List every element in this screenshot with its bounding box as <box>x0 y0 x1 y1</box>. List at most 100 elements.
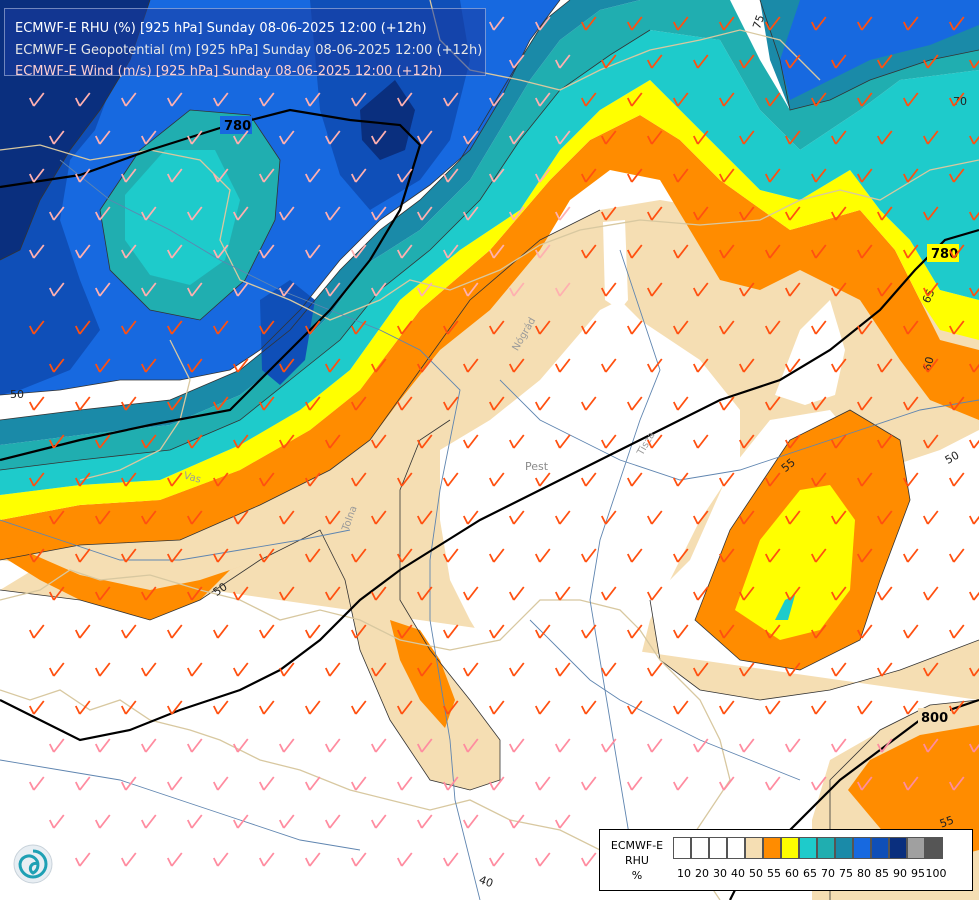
wind-barb <box>416 662 433 677</box>
wind-barb <box>830 358 847 373</box>
wind-barb <box>120 548 137 563</box>
wind-barb <box>120 472 137 487</box>
wind-barb <box>876 434 893 449</box>
wind-barb <box>810 16 827 31</box>
rhu-40-spot <box>775 300 845 405</box>
wind-barb <box>830 206 847 221</box>
legend-swatch <box>799 837 817 859</box>
wind-barb <box>922 586 939 601</box>
rhu-contour-label: 50 <box>10 388 24 401</box>
wind-barb <box>258 700 275 715</box>
wind-barb <box>534 852 551 867</box>
wind-barb <box>554 738 571 753</box>
wind-barb <box>784 282 801 297</box>
wind-barb <box>948 472 965 487</box>
wind-barb <box>580 700 597 715</box>
wind-barb <box>370 130 387 145</box>
wind-barb <box>212 396 229 411</box>
wind-barb <box>580 320 597 335</box>
wind-barb <box>258 244 275 259</box>
wind-barb <box>258 472 275 487</box>
wind-barb <box>416 282 433 297</box>
wind-barb <box>902 244 919 259</box>
rhu-65-hole <box>125 150 240 285</box>
wind-barb <box>580 624 597 639</box>
wind-barb <box>324 282 341 297</box>
wind-barb <box>324 206 341 221</box>
wind-barb <box>738 130 755 145</box>
wind-barb <box>28 168 45 183</box>
wind-barb <box>140 738 157 753</box>
wind-barb <box>902 700 919 715</box>
wind-barb <box>922 54 939 69</box>
legend-swatch <box>817 837 835 859</box>
wind-barb <box>534 16 551 31</box>
wind-barb <box>876 358 893 373</box>
wind-barb <box>646 662 663 677</box>
wind-barb <box>370 662 387 677</box>
wind-barb <box>830 510 847 525</box>
wind-barb <box>948 700 965 715</box>
wind-barb <box>212 168 229 183</box>
wind-barb <box>258 168 275 183</box>
wind-barb <box>370 358 387 373</box>
geopotential-label: 800 <box>921 711 948 726</box>
wind-barb <box>626 548 643 563</box>
wind-barb <box>534 776 551 791</box>
wind-barb <box>830 282 847 297</box>
legend-tick: 40 <box>731 867 745 880</box>
wind-barb <box>28 396 45 411</box>
wind-barb <box>232 206 249 221</box>
wind-barb <box>672 320 689 335</box>
wind-barb <box>948 548 965 563</box>
wind-barb <box>74 168 91 183</box>
wind-barb <box>922 510 939 525</box>
wind-barb <box>442 548 459 563</box>
wind-barb <box>324 358 341 373</box>
wind-barb <box>600 130 617 145</box>
wind-barb <box>554 586 571 601</box>
wind-barb <box>784 358 801 373</box>
wind-barb <box>718 16 735 31</box>
wind-barb <box>600 662 617 677</box>
wind-barb <box>718 320 735 335</box>
wind-barb <box>580 244 597 259</box>
wind-barb <box>140 282 157 297</box>
wind-barb <box>646 282 663 297</box>
wind-barb <box>186 130 203 145</box>
wind-barb <box>28 320 45 335</box>
wind-barb <box>94 662 111 677</box>
wind-barb <box>554 54 571 69</box>
wind-barb <box>876 510 893 525</box>
wind-barb <box>120 852 137 867</box>
wind-barb <box>554 358 571 373</box>
legend-tick: 20 <box>695 867 709 880</box>
wind-barb <box>186 738 203 753</box>
wind-barb <box>186 206 203 221</box>
wind-barb <box>764 16 781 31</box>
wind-barb <box>94 586 111 601</box>
wind-barb <box>580 776 597 791</box>
wind-barb <box>488 320 505 335</box>
wind-barb <box>488 168 505 183</box>
rhu-contour-label: 55 <box>938 814 956 831</box>
legend-model: ECMWF-E <box>610 839 664 852</box>
wind-barb <box>140 814 157 829</box>
wind-barb <box>396 396 413 411</box>
legend-tick: 85 <box>875 867 889 880</box>
wind-barb <box>856 548 873 563</box>
legend-tick: 50 <box>749 867 763 880</box>
rhu-60-east-core <box>735 485 855 640</box>
wind-barb <box>120 320 137 335</box>
wind-barb <box>278 358 295 373</box>
wind-barb <box>278 434 295 449</box>
wind-barb <box>626 244 643 259</box>
wind-barb <box>902 320 919 335</box>
legend-swatch <box>673 837 691 859</box>
wind-barb <box>232 662 249 677</box>
wind-barb <box>810 624 827 639</box>
wind-barb <box>692 434 709 449</box>
wind-barb <box>738 358 755 373</box>
wind-barb <box>48 662 65 677</box>
